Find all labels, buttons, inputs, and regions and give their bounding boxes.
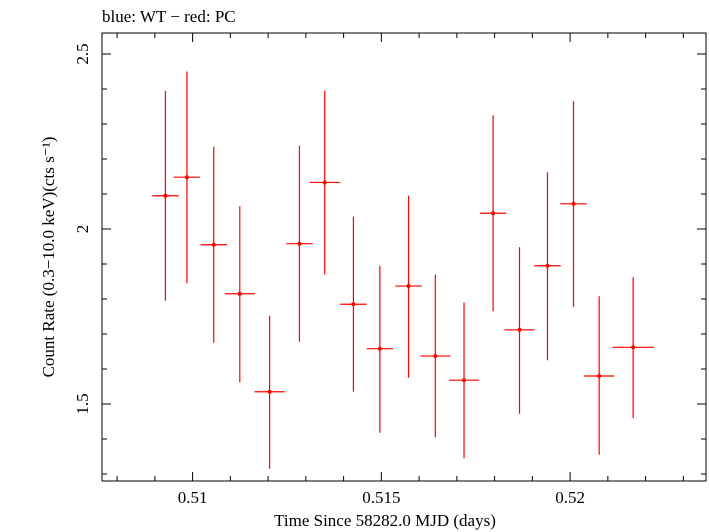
point-marker bbox=[351, 302, 356, 307]
point-marker bbox=[377, 346, 382, 351]
point-marker bbox=[597, 374, 602, 378]
y-tick-label: 2.5 bbox=[73, 43, 92, 64]
data-points bbox=[152, 71, 654, 469]
data-point bbox=[479, 115, 507, 312]
tick-labels: 0.51 0.515 0.52 1.5 2 2.5 bbox=[73, 43, 585, 507]
data-point bbox=[448, 302, 480, 459]
plot-frame bbox=[101, 32, 707, 482]
x-axis-label: Time Since 58282.0 MJD (days) bbox=[274, 511, 496, 530]
x-tick-label: 0.52 bbox=[555, 488, 585, 507]
point-marker bbox=[211, 242, 216, 247]
x-tick-label: 0.51 bbox=[178, 488, 208, 507]
data-point bbox=[366, 265, 394, 433]
point-marker bbox=[491, 211, 496, 216]
chart-title: blue: WT − red: PC bbox=[102, 7, 236, 26]
data-point bbox=[152, 90, 179, 301]
data-point bbox=[420, 274, 451, 438]
data-point bbox=[584, 296, 615, 455]
point-marker bbox=[237, 291, 242, 296]
point-marker bbox=[184, 175, 189, 180]
data-point bbox=[254, 315, 285, 469]
point-marker bbox=[545, 263, 550, 268]
data-point bbox=[612, 277, 654, 418]
point-marker bbox=[322, 180, 327, 185]
point-marker bbox=[517, 327, 522, 332]
point-marker bbox=[433, 354, 438, 359]
point-marker bbox=[267, 389, 272, 394]
y-axis-label: Count Rate (0.3−10.0 keV)(cts s⁻¹) bbox=[39, 137, 58, 378]
y-tick-label: 1.5 bbox=[73, 393, 92, 414]
data-point bbox=[534, 172, 561, 361]
point-marker bbox=[462, 378, 467, 383]
point-marker bbox=[163, 193, 168, 198]
data-point bbox=[224, 206, 255, 383]
axis-ticks bbox=[102, 33, 706, 481]
data-point bbox=[504, 247, 535, 414]
y-tick-label: 2 bbox=[73, 225, 92, 234]
point-marker bbox=[297, 241, 302, 246]
data-point bbox=[560, 101, 587, 308]
x-tick-label: 0.515 bbox=[362, 488, 400, 507]
data-point bbox=[340, 216, 367, 392]
data-point bbox=[395, 195, 422, 378]
data-point bbox=[286, 145, 313, 342]
data-point bbox=[200, 146, 227, 343]
data-point bbox=[309, 90, 340, 275]
data-point bbox=[173, 71, 201, 284]
point-marker bbox=[631, 345, 636, 350]
point-marker bbox=[571, 201, 576, 206]
point-marker bbox=[406, 284, 411, 289]
